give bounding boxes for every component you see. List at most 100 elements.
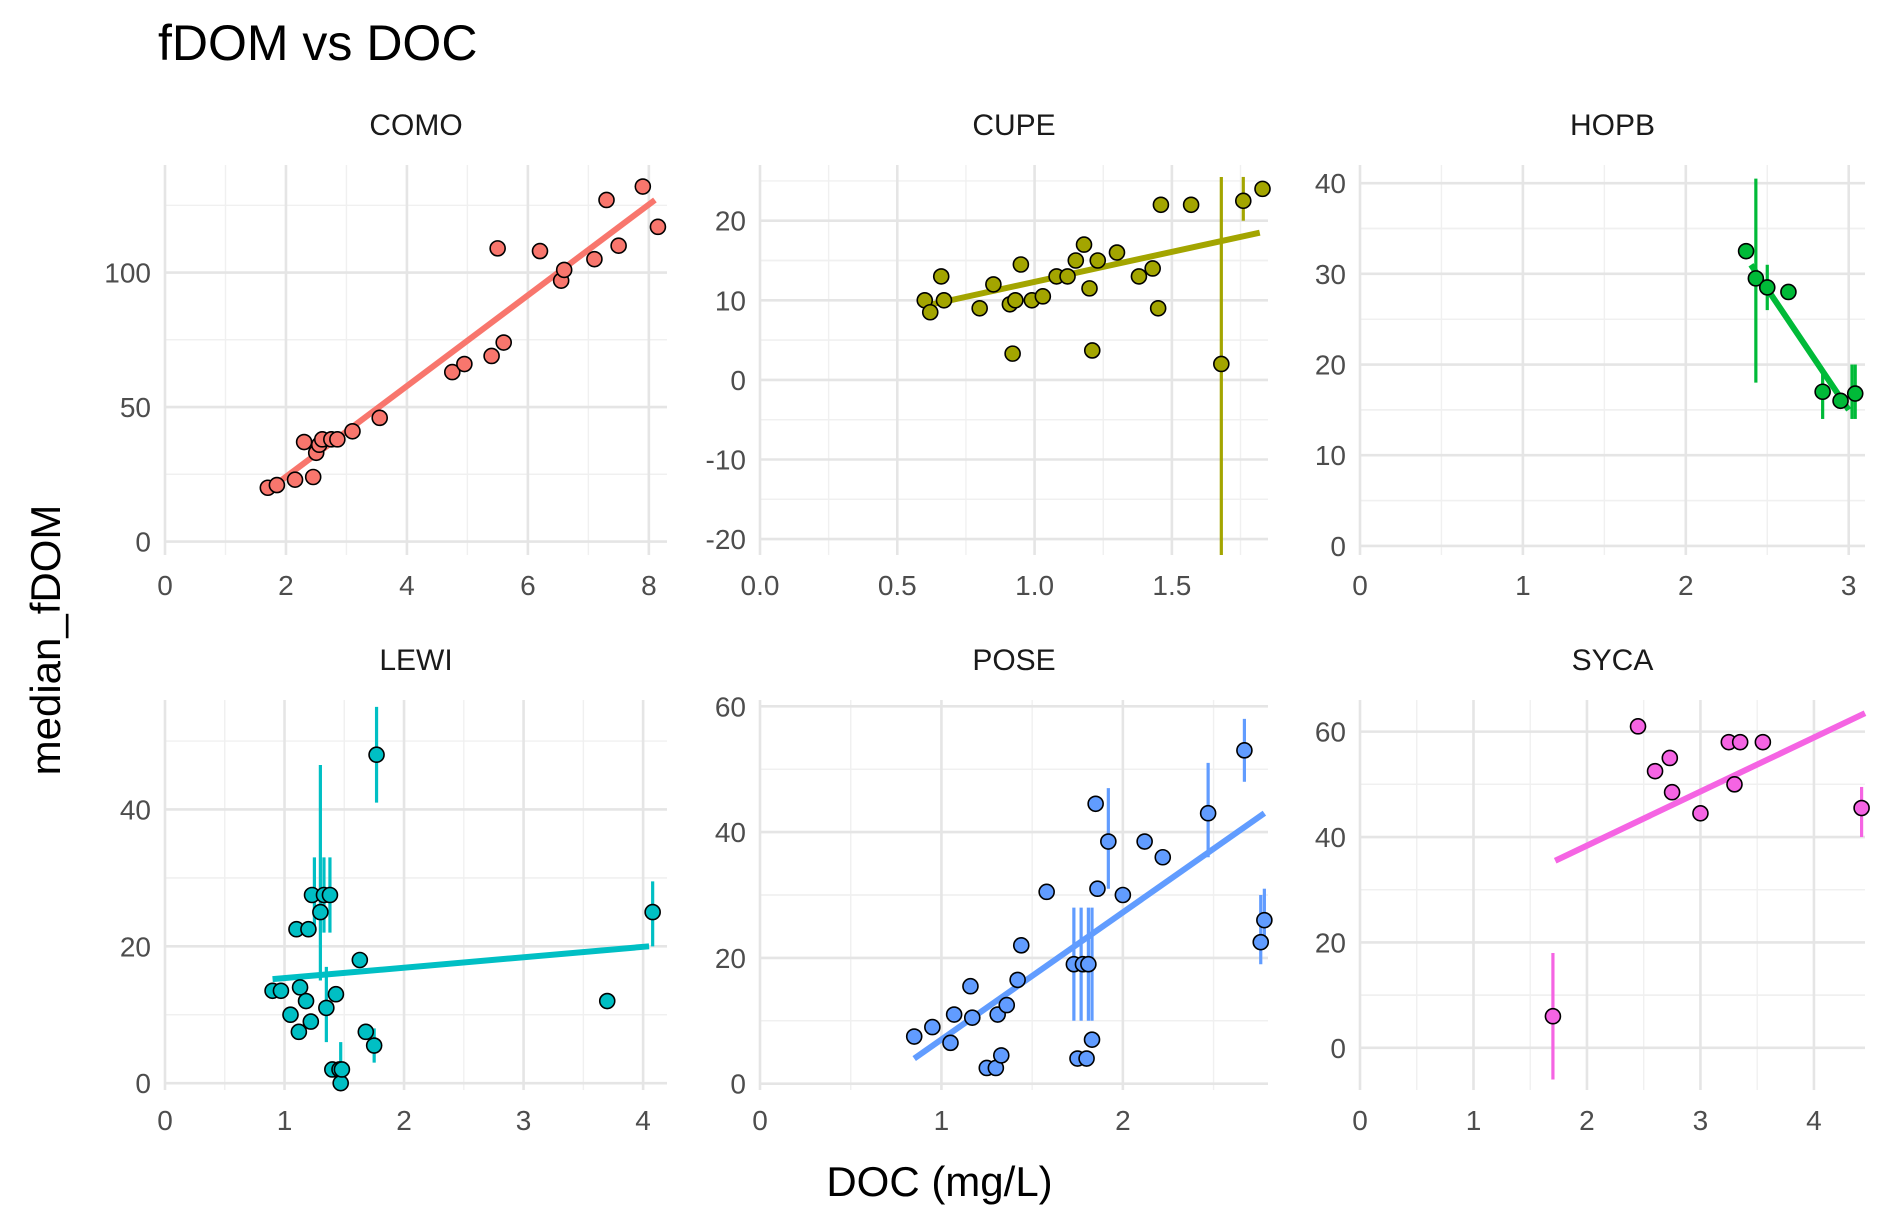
data-point [1832,392,1849,410]
x-tick-label: 2 [1115,1105,1131,1136]
y-tick-label: 50 [120,392,151,423]
data-point [1108,244,1126,261]
data-point [610,237,627,254]
data-point [992,1047,1010,1064]
data-point [1154,848,1172,866]
x-tick-label: 8 [641,570,657,601]
x-tick-label: 4 [399,570,415,601]
data-point [1692,805,1709,822]
data-point [985,276,1002,293]
data-point [531,242,549,260]
data-point [921,303,939,321]
data-point [371,409,389,427]
data-point [644,903,661,921]
data-point [1009,971,1026,989]
data-point [329,431,346,448]
data-point [443,363,461,381]
x-tick-label: 4 [1806,1105,1822,1136]
fit-line [924,229,1261,309]
data-point [1089,880,1106,898]
data-point [963,1009,981,1026]
y-tick-label: 60 [1315,717,1346,748]
x-tick-label: 1 [1515,570,1531,601]
data-point [365,1037,383,1054]
y-tick-label: 0 [730,1069,746,1100]
data-point [924,1018,941,1036]
data-point [1254,180,1271,198]
data-point [1726,776,1743,793]
data-point [357,1023,375,1041]
data-point [555,261,573,279]
y-tick-label: 60 [715,691,746,722]
y-tick-label: 30 [1315,259,1346,290]
x-tick-label: 1 [934,1105,950,1136]
data-point [1754,733,1772,751]
data-point [1846,385,1864,402]
data-point [1758,279,1776,296]
y-tick-label: 40 [715,817,746,848]
data-point [312,903,329,921]
data-point [1236,742,1253,759]
data-point [1199,804,1217,822]
data-point [1661,749,1679,767]
data-point [586,250,603,268]
data-point [962,977,979,995]
data-point [1078,1050,1095,1067]
data-point [1081,280,1098,297]
data-point [344,422,361,440]
data-point [1853,799,1870,817]
y-tick-label: 0 [1330,1033,1346,1064]
x-tick-label: 3 [1841,570,1857,601]
data-point [1814,383,1831,401]
facet-strip-label: LEWI [379,644,452,677]
y-tick-label: 20 [1315,350,1346,381]
y-tick-label: 10 [1315,440,1346,471]
y-tick-label: 0 [135,527,151,558]
data-point [1007,292,1024,309]
data-point [286,471,304,488]
x-tick-label: 4 [635,1105,651,1136]
y-tick-label: 20 [715,943,746,974]
data-point [1075,236,1093,253]
x-tick-label: 2 [1579,1105,1595,1136]
y-tick-label: 20 [715,206,746,237]
data-point [332,1074,350,1092]
data-point [1629,718,1647,735]
facet-panel-como: 0 2 4 6 8 0 50 100 COMO [104,109,667,601]
data-point [300,920,317,938]
data-point [489,240,506,257]
x-tick-label: 3 [1693,1105,1709,1136]
x-tick-label: 0 [1352,570,1368,601]
data-point [1780,283,1797,301]
x-tick-label: 0.5 [878,570,917,601]
data-point [268,476,286,494]
y-tick-label: 20 [120,931,151,962]
data-point [1059,268,1076,285]
data-point [1038,883,1055,901]
x-tick-label: 1 [277,1105,293,1136]
facet-strip-label: HOPB [1570,109,1655,142]
data-point [634,178,652,195]
x-tick-label: 1.0 [1015,570,1054,601]
facet-strip-label: POSE [972,644,1055,677]
y-tick-label: 0 [135,1068,151,1099]
facet-strip-label: SYCA [1572,644,1654,677]
fit-line [1553,710,1867,864]
data-point [598,992,616,1010]
data-point [1747,270,1765,287]
facet-strip-label: CUPE [972,109,1055,142]
data-point [1144,260,1161,277]
y-tick-label: 20 [1315,927,1346,958]
data-point [971,299,988,317]
x-tick-label: 6 [520,570,536,601]
data-point [1213,355,1230,373]
x-tick-label: 2 [396,1105,412,1136]
data-point [1083,342,1101,359]
y-tick-label: -10 [706,444,746,475]
data-point [1256,911,1273,929]
data-point [282,1006,299,1024]
